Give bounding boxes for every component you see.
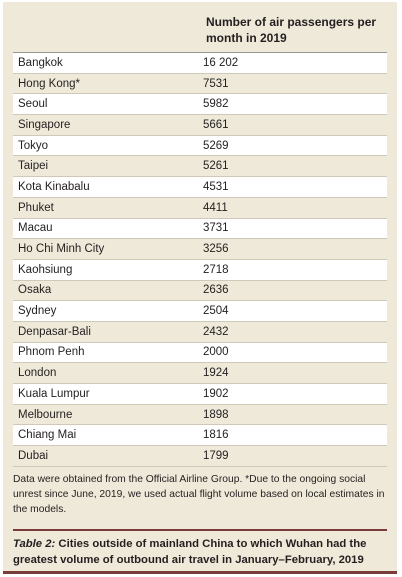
table-footnote: Data were obtained from the Official Air… — [13, 474, 385, 515]
city-cell: Kuala Lumpur — [18, 387, 90, 400]
caption-label: Table 2: — [13, 538, 56, 550]
table-row: Sydney 2504 — [13, 301, 387, 322]
table-row: Denpasar-Bali 2432 — [13, 321, 387, 343]
table-row: Kota Kinabalu 4531 — [13, 177, 387, 198]
passengers-cell: 5269 — [203, 139, 229, 152]
table-row: Bangkok 16 202 — [13, 53, 387, 74]
caption-divider — [13, 529, 387, 531]
passengers-cell: 2000 — [203, 346, 229, 359]
passengers-cell: 1924 — [203, 367, 229, 380]
city-cell: Sydney — [18, 305, 57, 318]
passengers-cell: 5661 — [203, 118, 229, 131]
passengers-cell: 7531 — [203, 77, 229, 90]
table-caption: Table 2: Cities outside of mainland Chin… — [13, 536, 389, 568]
city-cell: Denpasar-Bali — [18, 325, 91, 338]
table-row: Macau 3731 — [13, 218, 387, 240]
passengers-cell: 2432 — [203, 325, 229, 338]
table-row: Phnom Penh 2000 — [13, 342, 387, 364]
column-header-passengers: Number of air passengers per month in 20… — [206, 15, 377, 45]
table-row: Chiang Mai 1816 — [13, 425, 387, 447]
city-cell: Tokyo — [18, 139, 49, 152]
table-row: Osaka 2636 — [13, 280, 387, 302]
table-header: Number of air passengers per month in 20… — [3, 2, 397, 52]
data-table: Bangkok 16 202 Hong Kong* 7531 Seoul 5982 Sing… — [13, 52, 387, 467]
table-row: Kuala Lumpur 1902 — [13, 384, 387, 405]
table-row: Dubai 1799 — [13, 446, 387, 467]
city-cell: Ho Chi Minh City — [18, 243, 105, 256]
table-row: Taipei 5261 — [13, 156, 387, 178]
city-cell: Taipei — [18, 160, 49, 173]
passengers-cell: 3256 — [203, 243, 229, 256]
passengers-cell: 2504 — [203, 305, 229, 318]
passengers-cell: 3731 — [203, 222, 229, 235]
passengers-cell: 16 202 — [203, 56, 239, 69]
passengers-cell: 2718 — [203, 263, 229, 276]
passengers-cell: 4531 — [203, 180, 229, 193]
city-cell: Phnom Penh — [18, 346, 85, 359]
passengers-cell: 1799 — [203, 449, 229, 462]
passengers-cell: 5261 — [203, 160, 229, 173]
table-row: Hong Kong* 7531 — [13, 73, 387, 95]
city-cell: Kaohsiung — [18, 263, 73, 276]
passengers-cell: 2636 — [203, 284, 229, 297]
passengers-cell: 5982 — [203, 98, 229, 111]
passengers-cell: 1898 — [203, 408, 229, 421]
city-cell: Seoul — [18, 98, 48, 111]
city-cell: Kota Kinabalu — [18, 180, 90, 193]
table-row: Ho Chi Minh City 3256 — [13, 239, 387, 260]
city-cell: London — [18, 367, 57, 380]
table-row: Tokyo 5269 — [13, 135, 387, 157]
table-row: Kaohsiung 2718 — [13, 259, 387, 281]
city-cell: Dubai — [18, 449, 49, 462]
city-cell: Melbourne — [18, 408, 73, 421]
passengers-cell: 4411 — [203, 201, 228, 214]
passengers-cell: 1902 — [203, 387, 229, 400]
table-row: Melbourne 1898 — [13, 404, 387, 426]
city-cell: Bangkok — [18, 56, 63, 69]
table-row: Phuket 4411 — [13, 197, 387, 219]
table-row: Singapore 5661 — [13, 115, 387, 136]
table-panel: Number of air passengers per month in 20… — [3, 2, 397, 574]
caption-text: Cities outside of mainland China to whic… — [13, 538, 367, 566]
table-row: Seoul 5982 — [13, 94, 387, 116]
city-cell: Osaka — [18, 284, 52, 297]
table-row: London 1924 — [13, 363, 387, 384]
city-cell: Macau — [18, 222, 53, 235]
city-cell: Phuket — [18, 201, 54, 214]
city-cell: Singapore — [18, 118, 71, 131]
city-cell: Hong Kong* — [18, 77, 81, 90]
passengers-cell: 1816 — [203, 429, 229, 442]
city-cell: Chiang Mai — [18, 429, 77, 442]
